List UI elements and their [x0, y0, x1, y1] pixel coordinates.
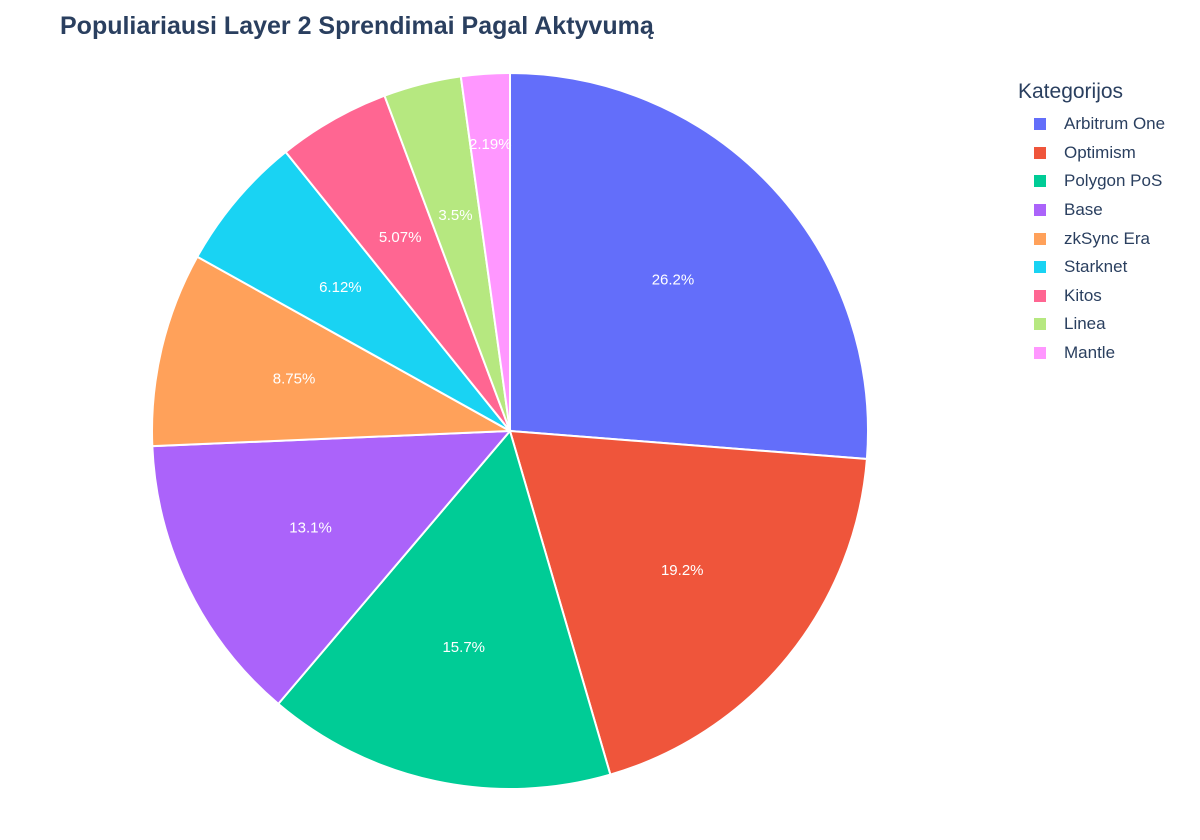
legend-item-arbitrum-one[interactable]: Arbitrum One: [1018, 110, 1165, 139]
legend-label: Polygon PoS: [1064, 171, 1163, 191]
legend-label: zkSync Era: [1064, 228, 1150, 248]
legend-label: Arbitrum One: [1064, 114, 1166, 134]
legend-item-zksync-era[interactable]: zkSync Era: [1018, 224, 1165, 253]
pie-slice-polygon-pos: [276, 428, 612, 790]
legend-item-linea[interactable]: Linea: [1018, 310, 1165, 339]
legend-swatch: [1034, 175, 1046, 188]
pie-slice-base: [151, 429, 513, 706]
legend: Kategorijos Arbitrum One Optimism Polygon …: [1018, 80, 1165, 367]
legend-swatch: [1034, 347, 1046, 360]
legend-item-polygon-pos[interactable]: Polygon PoS: [1018, 167, 1165, 196]
legend-swatch: [1034, 261, 1046, 274]
slice-label-base: 13.1%: [289, 519, 332, 536]
legend-swatch: [1034, 118, 1046, 131]
pie-slice-arbitrum-one: [509, 71, 869, 461]
legend-label: Mantle: [1064, 343, 1116, 363]
chart-title: Populiariausi Layer 2 Sprendimai Pagal A…: [60, 12, 654, 40]
pie-slice-starknet: [195, 150, 511, 432]
legend-label: Base: [1064, 200, 1103, 220]
slice-label-arbitrum-one: 26.2%: [652, 271, 695, 288]
legend-item-starknet[interactable]: Starknet: [1018, 253, 1165, 282]
slice-label-zksync-era: 8.75%: [273, 371, 316, 388]
legend-item-base[interactable]: Base: [1018, 196, 1165, 225]
slice-label-kitos: 5.07%: [379, 229, 422, 246]
slice-label-mantle: 2.19%: [469, 136, 512, 153]
legend-label: Starknet: [1064, 257, 1128, 277]
pie-slice-zksync-era: [151, 255, 514, 448]
legend-swatch: [1034, 146, 1046, 159]
legend-swatch: [1034, 232, 1046, 245]
pie-slice-mantle: [459, 71, 511, 432]
slice-label-linea: 3.5%: [438, 207, 472, 224]
slice-label-polygon-pos: 15.7%: [442, 639, 485, 656]
legend-swatch: [1034, 318, 1046, 331]
legend-item-kitos[interactable]: Kitos: [1018, 282, 1165, 311]
slice-label-starknet: 6.12%: [319, 279, 362, 296]
legend-swatch: [1034, 204, 1046, 217]
slice-label-optimism: 19.2%: [661, 562, 704, 579]
legend-swatch: [1034, 289, 1046, 302]
pie-slice-optimism: [508, 429, 868, 776]
legend-title: Kategorijos: [1018, 80, 1124, 103]
legend-label: Kitos: [1064, 285, 1102, 305]
legend-label: Optimism: [1064, 142, 1136, 162]
legend-item-optimism[interactable]: Optimism: [1018, 139, 1165, 168]
legend-label: Linea: [1064, 314, 1106, 334]
legend-item-mantle[interactable]: Mantle: [1018, 339, 1165, 368]
